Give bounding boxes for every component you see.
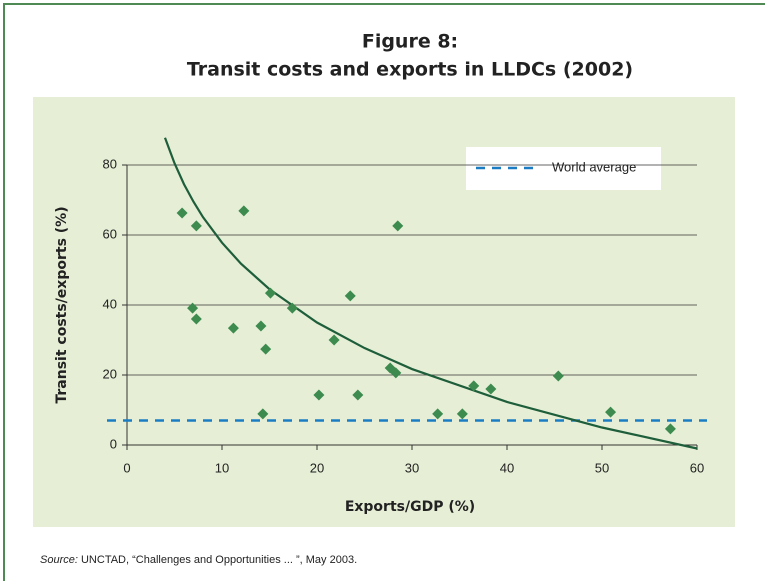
- scatter-point: [432, 408, 444, 420]
- y-tick-label: 80: [103, 156, 117, 171]
- x-tick-label: 30: [405, 460, 419, 475]
- scatter-point: [257, 408, 269, 420]
- x-tick-label: 20: [310, 460, 324, 475]
- scatter-point: [456, 408, 468, 420]
- legend-label: World average: [552, 159, 636, 174]
- scatter-point: [485, 383, 497, 395]
- scatter-point: [392, 220, 404, 232]
- scatter-point: [352, 389, 364, 401]
- x-axis-label: Exports/GDP (%): [345, 499, 475, 515]
- x-tick-label: 10: [215, 460, 229, 475]
- source: Source: UNCTAD, “Challenges and Opportun…: [40, 554, 357, 566]
- y-axis-label: Transit costs/exports (%): [54, 206, 70, 403]
- y-tick-label: 60: [103, 226, 117, 241]
- scatter-point: [255, 320, 267, 332]
- scatter-point: [190, 220, 202, 232]
- scatter-point: [468, 380, 480, 392]
- scatter-point: [344, 290, 356, 302]
- scatter-point: [187, 302, 199, 314]
- source-label: Source:: [40, 554, 78, 566]
- chart-title: Figure 8:: [362, 31, 458, 53]
- trend-line: [163, 137, 698, 450]
- scatter-point: [328, 334, 340, 346]
- chart-subtitle: Transit costs and exports in LLDCs (2002…: [187, 59, 633, 81]
- y-tick-label: 0: [110, 436, 117, 451]
- scatter-point: [238, 205, 250, 217]
- scatter-point: [286, 302, 298, 314]
- x-tick-label: 40: [500, 460, 514, 475]
- scatter-point: [176, 207, 188, 219]
- scatter-point: [227, 322, 239, 334]
- x-tick-label: 50: [595, 460, 609, 475]
- y-tick-label: 40: [103, 296, 117, 311]
- scatter-point: [664, 423, 676, 435]
- scatter-point: [605, 406, 617, 418]
- scatter-point: [313, 389, 325, 401]
- scatter-point: [190, 313, 202, 325]
- frame: [3, 3, 765, 581]
- scatter-point: [390, 367, 402, 379]
- scatter-point: [260, 343, 272, 355]
- scatter-point: [552, 370, 564, 382]
- x-tick-label: 0: [123, 460, 130, 475]
- y-tick-label: 20: [103, 366, 117, 381]
- source-text: UNCTAD, “Challenges and Opportunities ..…: [81, 554, 357, 566]
- scatter-point: [264, 287, 276, 299]
- x-tick-label: 60: [690, 460, 704, 475]
